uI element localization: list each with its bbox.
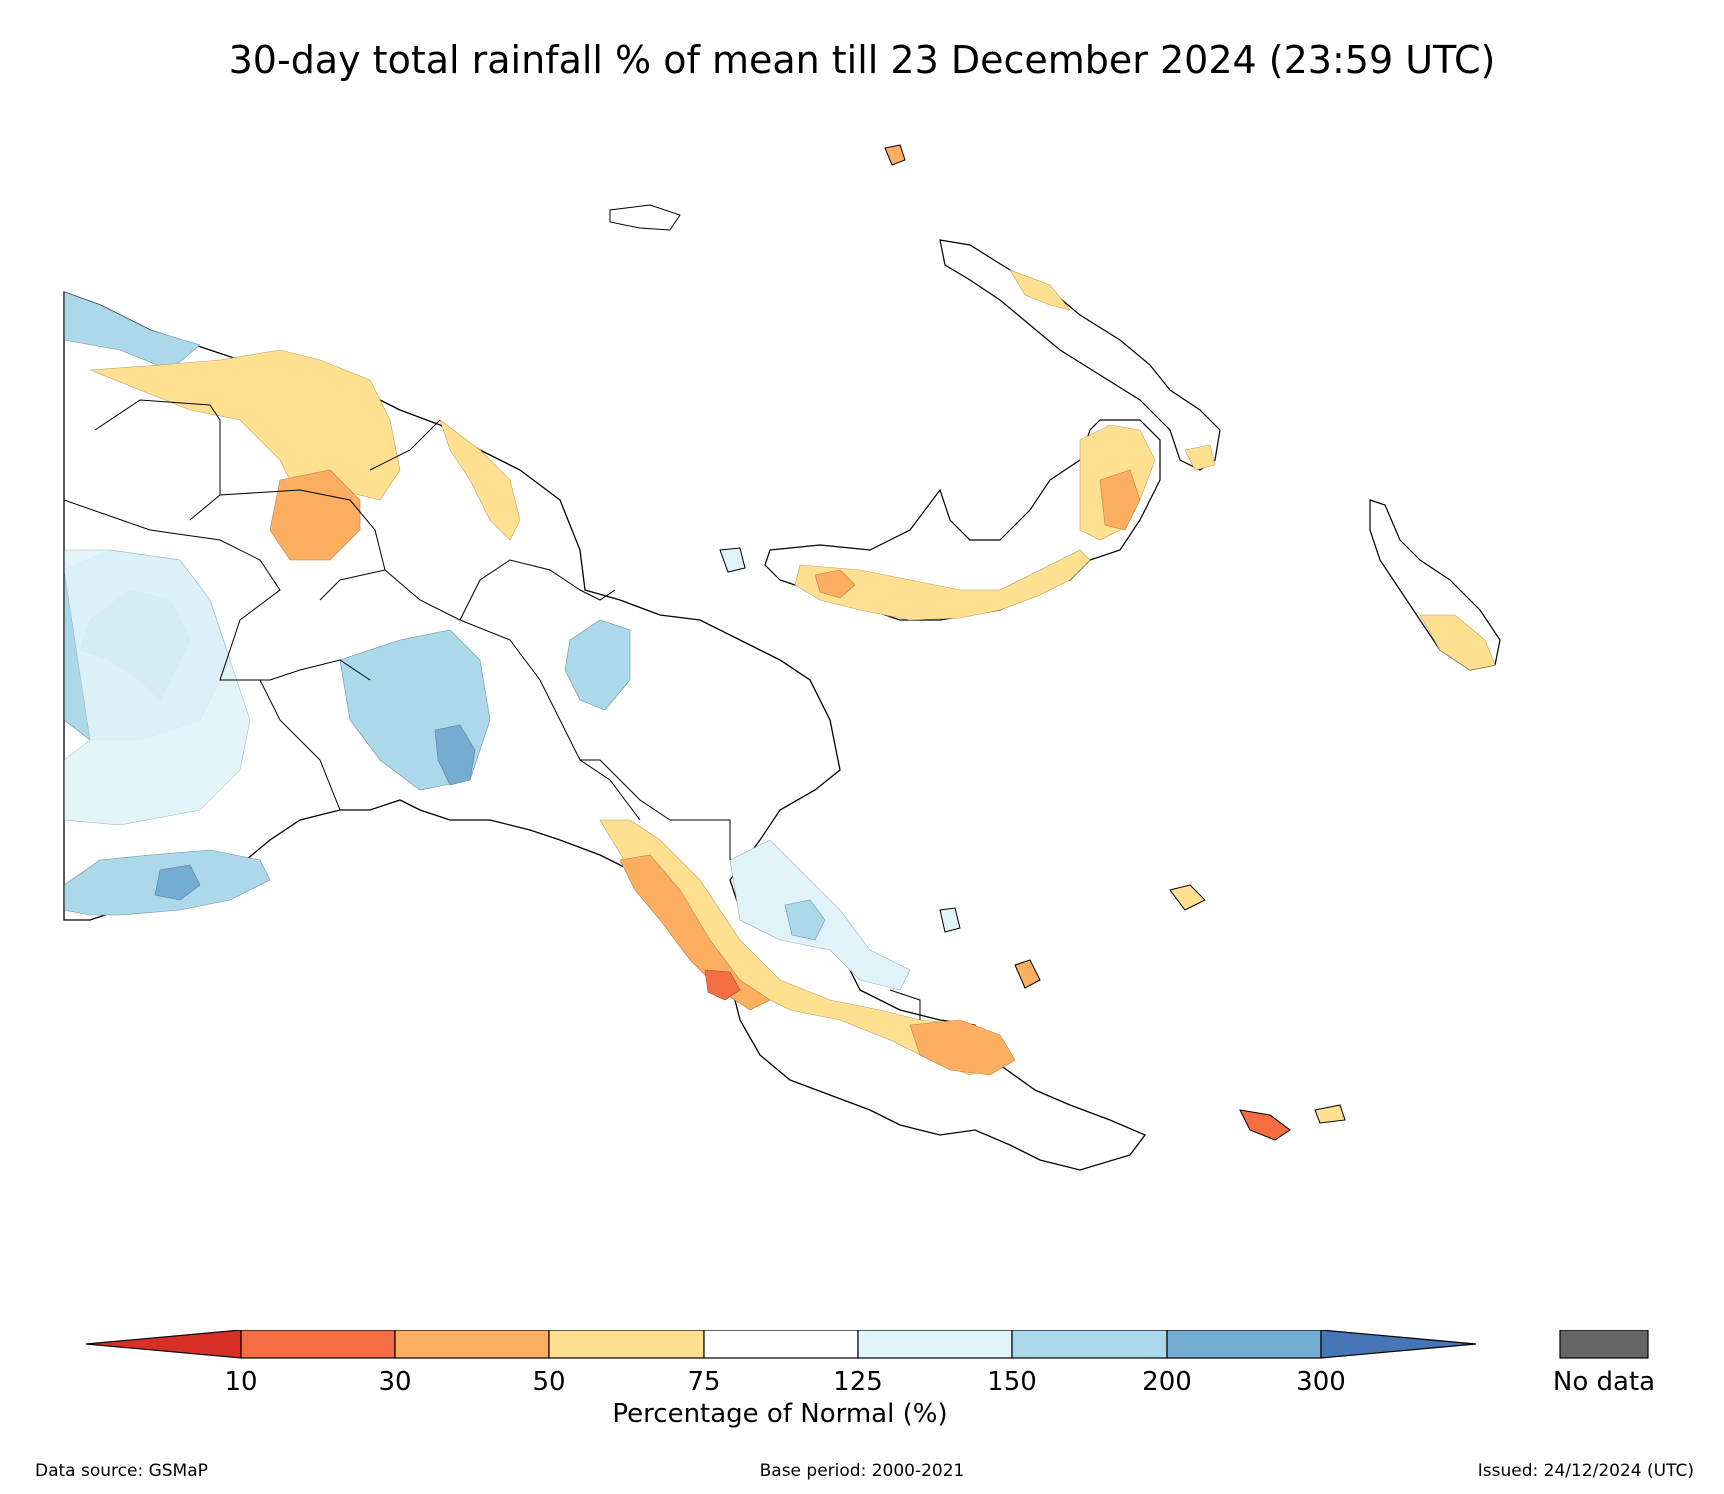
woodlark-island — [1314, 1104, 1346, 1124]
orange-north-core — [269, 469, 361, 561]
base-period: Base period: 2000-2021 — [759, 1461, 965, 1481]
darkblue-south-west — [154, 864, 201, 901]
blue-central-east — [564, 619, 631, 711]
colorbar: 10 30 50 75 125 150 200 300 Percentage o… — [85, 1330, 1655, 1429]
new-britain-orange-east — [1099, 469, 1141, 531]
map-title: 30-day total rainfall % of mean till 23 … — [228, 38, 1496, 82]
cbar-under-triangle — [85, 1330, 242, 1359]
lightblue-west-margin — [63, 549, 251, 826]
cbar-tick-150: 150 — [987, 1367, 1037, 1397]
mussau-island — [884, 144, 906, 166]
new-britain — [764, 419, 1161, 621]
small-islands — [609, 144, 1346, 1141]
cbar-seg-200-300 — [1166, 1330, 1322, 1359]
cbar-over-triangle — [1320, 1330, 1477, 1359]
cbar-tick-300: 300 — [1296, 1367, 1346, 1397]
blue-southeast-core — [784, 899, 826, 941]
new-ireland-yellow — [1009, 269, 1071, 311]
issued-date: Issued: 24/12/2024 (UTC) — [1477, 1461, 1694, 1481]
bougainville — [1369, 499, 1501, 671]
mainland-png — [63, 291, 1147, 1171]
new-ireland-landmass — [939, 239, 1221, 471]
cbar-tick-75: 75 — [687, 1367, 720, 1397]
new-ireland-yellow-south — [1184, 444, 1216, 471]
cbar-seg-50-75 — [548, 1330, 705, 1359]
karkar-island — [719, 547, 746, 573]
trobriand-island — [1169, 884, 1206, 911]
darkblue-gulf-core — [434, 724, 476, 786]
cbar-label: Percentage of Normal (%) — [612, 1399, 947, 1429]
blue-north-west — [63, 291, 201, 371]
new-britain-orange-south — [814, 569, 856, 599]
colorbar-segments — [85, 1330, 1477, 1359]
rainfall-map — [63, 144, 1501, 1171]
yellow-north-band — [89, 349, 401, 501]
no-data-swatch — [1559, 1330, 1649, 1359]
dentrecasteaux-island — [1014, 959, 1041, 989]
new-ireland — [939, 239, 1221, 471]
cbar-tick-10: 10 — [224, 1367, 257, 1397]
cbar-seg-30-50 — [394, 1330, 550, 1359]
rossel-island — [1239, 1109, 1291, 1141]
cbar-seg-125-150 — [857, 1330, 1013, 1359]
cbar-tick-30: 30 — [378, 1367, 411, 1397]
cbar-seg-10-30 — [240, 1330, 396, 1359]
no-data-label: No data — [1553, 1367, 1655, 1397]
cbar-tick-50: 50 — [532, 1367, 565, 1397]
goodenough-island — [939, 907, 961, 933]
manus-island — [609, 204, 681, 231]
orange-papua-south — [619, 854, 771, 1011]
orange-milne-bay — [909, 1019, 1016, 1076]
red-papua-south — [704, 969, 741, 1001]
yellow-north-coast — [439, 419, 521, 541]
cbar-seg-150-200 — [1011, 1330, 1168, 1359]
bougainville-yellow — [1419, 614, 1496, 671]
province-boundaries — [63, 292, 921, 1020]
cbar-tick-200: 200 — [1142, 1367, 1192, 1397]
data-source: Data source: GSMaP — [35, 1461, 208, 1481]
cbar-seg-75-125 — [703, 1330, 859, 1359]
new-britain-yellow-south — [794, 549, 1091, 621]
cbar-tick-125: 125 — [833, 1367, 883, 1397]
